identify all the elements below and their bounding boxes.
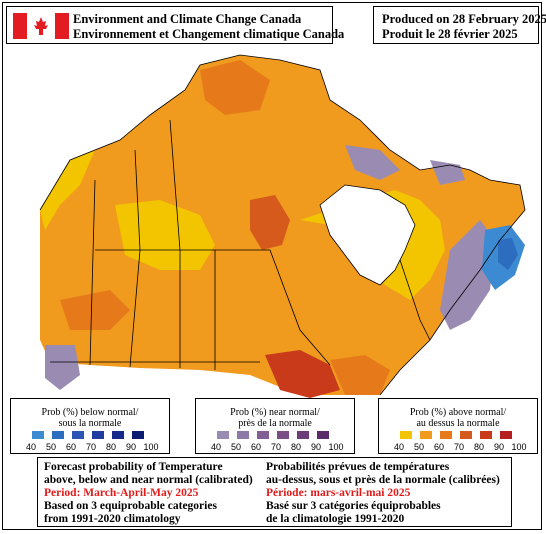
map-region-near-40-50-east (440, 220, 495, 330)
legend-near-swatch (317, 431, 329, 439)
legend-below-tick: 70 (85, 442, 96, 452)
produced-date-fr: Produit le 28 février 2025 (382, 27, 518, 41)
legend-below-tick: 90 (125, 442, 136, 452)
map-region-above-60-70-south (330, 355, 390, 395)
info-fr-line4: Basé sur 3 catégories équiprobables (266, 500, 441, 512)
legend-above-swatch (500, 431, 512, 439)
legend-near-tick: 40 (210, 442, 221, 452)
legend-below-swatch (72, 431, 84, 439)
legend-near-swatch (277, 431, 289, 439)
legend-below-tick: 80 (105, 442, 116, 452)
legend-below-swatch (32, 431, 44, 439)
legend-near-tick: 60 (250, 442, 261, 452)
legend-above-swatch (420, 431, 432, 439)
map-region-near-40-50-arctic (345, 145, 400, 180)
produced-date-en: Produced on 28 February 2025 (382, 12, 546, 26)
map-region-below-50-60 (498, 238, 518, 270)
legend-near-swatch (257, 431, 269, 439)
legend-above-swatch (460, 431, 472, 439)
canada-flag-icon (13, 13, 69, 39)
legend-above-swatch (440, 431, 452, 439)
legend-near-tick: 90 (310, 442, 321, 452)
legend-near-normal: Prob (%) near normal/ près de la normale… (195, 398, 355, 454)
legend-near-swatch (297, 431, 309, 439)
legend-above-title-en: Prob (%) above normal/ (409, 407, 507, 418)
legend-below-swatch (112, 431, 124, 439)
map-region-above-60-70-keewatin (250, 195, 290, 250)
map-region-above-40-50-northwest (40, 150, 95, 230)
legend-below-title-fr: sous la normale (58, 418, 122, 429)
legend-above-normal: Prob (%) above normal/ au dessus la norm… (378, 398, 538, 454)
map-region-above-70-80-south (265, 350, 340, 398)
info-en-line4: Based on 3 equiprobable categories (44, 500, 217, 512)
legend-near-tick: 100 (328, 442, 344, 452)
map-frame (2, 2, 542, 530)
legend-above-title-fr: au dessus la normale (416, 418, 500, 429)
legend-above-swatch (400, 431, 412, 439)
map-boundaries (39, 54, 526, 396)
legend-above-tick: 80 (473, 442, 484, 452)
legend-below-swatch (52, 431, 64, 439)
production-date-box: Produced on 28 February 2025 Produit le … (373, 6, 546, 44)
legend-below-swatch (132, 431, 144, 439)
map-region-above-60-70-sw (60, 290, 130, 330)
legend-near-title-fr: près de la normale (238, 418, 312, 429)
legend-near-tick: 70 (270, 442, 281, 452)
legend-near-tick: 50 (230, 442, 241, 452)
info-en-period: Period: March-April-May 2025 (44, 487, 199, 499)
info-en-line1: Forecast probability of Temperature (44, 461, 223, 473)
legend-below-title-en: Prob (%) below normal/ (41, 407, 139, 418)
legend-above-tick: 50 (413, 442, 424, 452)
legend-near-swatch (217, 431, 229, 439)
legend-below-tick: 100 (143, 442, 159, 452)
agency-name-en: Environment and Climate Change Canada (73, 12, 302, 26)
agency-name-fr: Environnement et Changement climatique C… (73, 27, 345, 41)
forecast-info-box: Forecast probability of Temperature abov… (37, 457, 512, 527)
agency-header: Environment and Climate Change Canada En… (6, 6, 344, 44)
info-fr-line1: Probabilités prévues de températures (266, 461, 450, 473)
legend-above-swatch (480, 431, 492, 439)
legend-below-tick: 40 (25, 442, 36, 452)
legend-below-normal: Prob (%) below normal/ sous la normale 4… (10, 398, 170, 454)
legend-below-swatch (92, 431, 104, 439)
legend-above-tick: 90 (493, 442, 504, 452)
legend-above-tick: 100 (511, 442, 527, 452)
legend-above-tick: 70 (453, 442, 464, 452)
info-fr-period: Période: mars-avril-mai 2025 (266, 487, 411, 499)
info-en-line5: from 1991-2020 climatology (44, 513, 181, 525)
legend-above-tick: 40 (393, 442, 404, 452)
info-fr-line2: au-dessus, sous et près de la normale (c… (266, 474, 500, 486)
map-region-near-40-50-west (45, 345, 80, 390)
legend-below-tick: 60 (65, 442, 76, 452)
legend-near-tick: 80 (290, 442, 301, 452)
legend-above-tick: 60 (433, 442, 444, 452)
legend-near-title-en: Prob (%) near normal/ (230, 407, 320, 418)
info-en-line2: above, below and near normal (calibrated… (44, 474, 253, 486)
legend-below-tick: 50 (45, 442, 56, 452)
legend-near-swatch (237, 431, 249, 439)
map-region-above-60-70-north (200, 60, 270, 115)
info-fr-line5: de la climatologie 1991-2020 (266, 513, 405, 525)
